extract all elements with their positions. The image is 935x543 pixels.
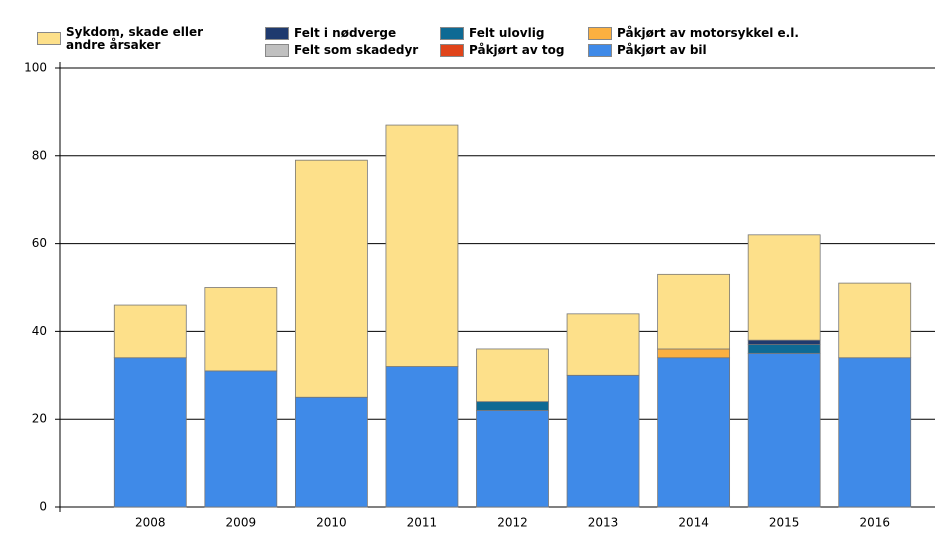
legend-item: Påkjørt av bil (588, 44, 707, 57)
x-tick-label: 2011 (407, 516, 438, 530)
bar-segment (566, 374, 640, 508)
x-tick-label: 2014 (678, 516, 709, 530)
bar-segment (838, 357, 912, 508)
legend-label: Sykdom, skade eller andre årsaker (66, 25, 204, 52)
y-tick-label: 60 (32, 236, 47, 250)
x-tick-label: 2015 (769, 516, 800, 530)
bar-segment (747, 344, 821, 354)
bar-segment (204, 370, 278, 508)
legend-label: Felt som skadedyr (294, 43, 419, 57)
legend-swatch (440, 27, 464, 40)
y-tick-label: 40 (32, 324, 47, 338)
legend-item: Felt som skadedyr (265, 44, 418, 57)
legend-swatch (37, 32, 61, 45)
legend-swatch (588, 27, 612, 40)
x-tick-label: 2013 (588, 516, 619, 530)
legend-label: Påkjørt av motorsykkel e.l. (617, 26, 799, 40)
bar-segment (385, 366, 459, 508)
legend-swatch (588, 44, 612, 57)
bar-segment (747, 234, 821, 341)
legend-item: Påkjørt av motorsykkel e.l. (588, 27, 799, 40)
bar-segment (294, 396, 368, 508)
bar-segment (566, 313, 640, 376)
bar-segment (838, 282, 912, 359)
bar-segment (476, 410, 549, 508)
legend-item: Felt i nødverge (265, 27, 396, 40)
legend-item: Sykdom, skade eller andre årsaker (37, 26, 227, 52)
x-tick-label: 2008 (135, 516, 166, 530)
y-tick-label: 0 (39, 500, 47, 514)
legend-swatch (440, 44, 464, 57)
legend-swatch (265, 44, 289, 57)
legend-item: Felt ulovlig (440, 27, 544, 40)
bar-segment (657, 273, 731, 350)
legend-label: Felt ulovlig (469, 26, 545, 40)
legend-label: Påkjørt av tog (469, 43, 565, 57)
x-tick-label: 2016 (859, 516, 890, 530)
legend-swatch (265, 27, 289, 40)
bar-segment (476, 348, 549, 403)
bar-segment (747, 352, 821, 508)
bar-segment (113, 304, 187, 359)
legend-label: Påkjørt av bil (617, 43, 707, 57)
bar-segment (385, 124, 459, 367)
bar-segment (657, 348, 731, 359)
x-tick-label: 2010 (316, 516, 347, 530)
bar-segment (747, 339, 821, 345)
bar-segment (657, 357, 731, 508)
x-tick-label: 2009 (226, 516, 257, 530)
legend-item: Påkjørt av tog (440, 44, 564, 57)
bar-segment (476, 401, 549, 411)
bar-segment (204, 287, 278, 372)
y-tick-label: 20 (32, 412, 47, 426)
bar-segment (113, 357, 187, 508)
x-tick-label: 2012 (497, 516, 528, 530)
legend: Sykdom, skade eller andre årsaker Felt i … (30, 22, 830, 62)
y-tick-label: 80 (32, 148, 47, 162)
y-tick-label: 100 (24, 61, 47, 75)
bar-segment (294, 159, 368, 398)
legend-label: Felt i nødverge (294, 26, 397, 40)
